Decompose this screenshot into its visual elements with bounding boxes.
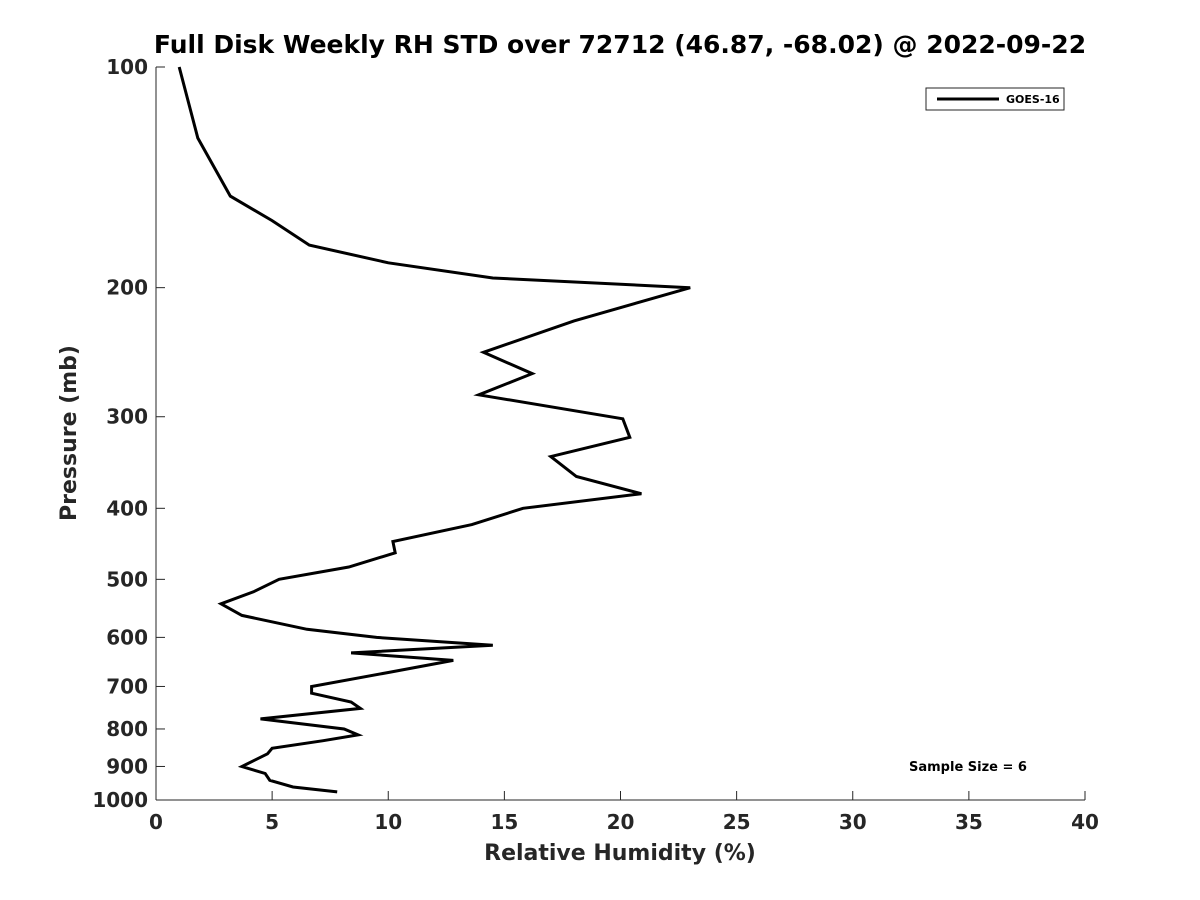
legend-entry-goes-16: GOES-16: [1006, 93, 1060, 106]
x-tick-label: 10: [374, 810, 402, 834]
x-tick-label: 40: [1071, 810, 1099, 834]
y-tick-label: 300: [106, 405, 148, 429]
y-axis-label: Pressure (mb): [57, 345, 82, 521]
y-tick-label: 400: [106, 496, 148, 520]
goes-16-series-line: [177, 66, 691, 794]
y-tick-label: 500: [106, 567, 148, 591]
y-tick-label: 1000: [92, 788, 148, 812]
sample-size-annotation: Sample Size = 6: [909, 760, 1027, 775]
x-tick-label: 15: [490, 810, 518, 834]
x-tick-label: 5: [265, 810, 279, 834]
legend: GOES-16: [925, 87, 1065, 111]
x-tick-label: 20: [607, 810, 635, 834]
x-tick-label: 30: [839, 810, 867, 834]
y-tick-label: 600: [106, 625, 148, 649]
x-tick-label: 25: [723, 810, 751, 834]
y-tick-label: 100: [106, 55, 148, 79]
chart-title: Full Disk Weekly RH STD over 72712 (46.8…: [154, 30, 1086, 59]
x-tick-label: 35: [955, 810, 983, 834]
y-tick-label: 200: [106, 276, 148, 300]
x-axis-label: Relative Humidity (%): [484, 841, 756, 866]
x-axis-ticks: 0 5 10 15 20 25 30 35 40: [149, 791, 1099, 834]
x-tick-label: 0: [149, 810, 163, 834]
y-axis-ticks: 100 200 300 400 500 600 700 800 900 1000: [92, 55, 165, 812]
y-tick-label: 700: [106, 674, 148, 698]
y-tick-label: 800: [106, 717, 148, 741]
y-tick-label: 900: [106, 754, 148, 778]
